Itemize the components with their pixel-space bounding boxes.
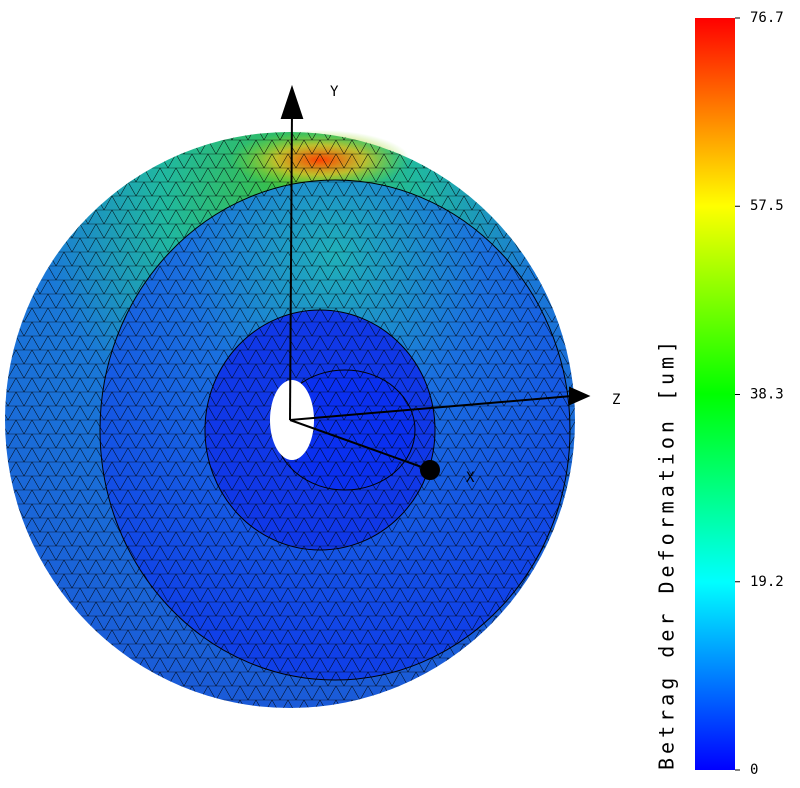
- tick-label: 76.7: [750, 10, 784, 26]
- axes-triad: [280, 84, 591, 480]
- tick-label: 19.2: [750, 574, 784, 590]
- colorbar-label: Betrag der Deformation [um]: [655, 337, 679, 770]
- axis-label: Z: [612, 392, 620, 408]
- tick-label: 38.3: [750, 386, 784, 402]
- colorbar: [695, 18, 735, 770]
- axis-label: X: [466, 470, 475, 486]
- tick-label: 0: [750, 762, 758, 778]
- tick-label: 57.5: [750, 198, 784, 214]
- axis-label: Y: [330, 84, 339, 100]
